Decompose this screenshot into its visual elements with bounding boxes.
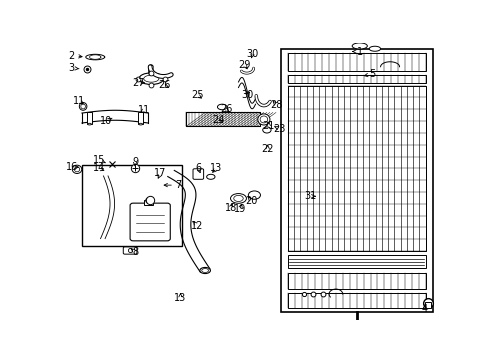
Ellipse shape bbox=[257, 114, 269, 125]
Text: 13: 13 bbox=[210, 163, 222, 174]
Text: 5: 5 bbox=[368, 69, 374, 79]
Text: 15: 15 bbox=[93, 155, 105, 165]
Text: 31: 31 bbox=[304, 191, 316, 201]
Text: 10: 10 bbox=[100, 116, 112, 126]
Ellipse shape bbox=[79, 103, 87, 110]
Ellipse shape bbox=[202, 269, 208, 273]
Bar bbox=[87, 112, 92, 123]
Text: 18: 18 bbox=[224, 203, 237, 213]
Text: 26: 26 bbox=[158, 80, 170, 90]
Ellipse shape bbox=[87, 123, 91, 125]
Bar bbox=[287, 273, 425, 288]
Bar bbox=[287, 293, 425, 308]
Ellipse shape bbox=[217, 104, 226, 110]
Text: 8: 8 bbox=[132, 247, 138, 257]
Text: 26: 26 bbox=[219, 104, 232, 114]
Text: 30: 30 bbox=[246, 49, 258, 59]
Text: 11: 11 bbox=[73, 96, 85, 106]
Text: 19: 19 bbox=[233, 204, 245, 214]
Bar bbox=[82, 165, 182, 246]
Bar bbox=[287, 53, 425, 71]
Text: 29: 29 bbox=[238, 60, 251, 70]
Text: 7: 7 bbox=[175, 180, 182, 190]
Ellipse shape bbox=[81, 104, 85, 109]
Bar bbox=[287, 86, 425, 251]
Bar bbox=[186, 112, 260, 126]
Text: 23: 23 bbox=[272, 123, 285, 134]
Ellipse shape bbox=[233, 195, 243, 202]
Text: 13: 13 bbox=[174, 293, 186, 303]
Text: 16: 16 bbox=[66, 162, 79, 172]
Text: 21: 21 bbox=[262, 121, 274, 131]
Bar bbox=[138, 112, 142, 123]
FancyBboxPatch shape bbox=[123, 247, 137, 254]
Ellipse shape bbox=[72, 165, 81, 174]
Ellipse shape bbox=[139, 73, 163, 85]
Ellipse shape bbox=[230, 194, 246, 203]
Bar bbox=[143, 200, 153, 205]
Ellipse shape bbox=[351, 43, 366, 49]
Ellipse shape bbox=[260, 116, 267, 123]
FancyBboxPatch shape bbox=[193, 169, 203, 179]
Text: 4: 4 bbox=[421, 304, 427, 314]
Text: 3: 3 bbox=[68, 63, 75, 73]
Ellipse shape bbox=[200, 267, 210, 274]
Ellipse shape bbox=[139, 123, 142, 125]
Ellipse shape bbox=[248, 191, 260, 199]
Bar bbox=[186, 112, 260, 126]
Text: 17: 17 bbox=[154, 168, 166, 179]
Text: 24: 24 bbox=[212, 115, 224, 125]
FancyBboxPatch shape bbox=[130, 203, 170, 241]
Text: 22: 22 bbox=[261, 144, 273, 154]
Text: 1: 1 bbox=[357, 46, 363, 57]
Ellipse shape bbox=[368, 46, 380, 51]
Ellipse shape bbox=[262, 127, 270, 133]
Ellipse shape bbox=[74, 167, 80, 172]
Text: 28: 28 bbox=[270, 100, 282, 110]
Text: 25: 25 bbox=[191, 90, 203, 100]
Bar bbox=[287, 75, 425, 84]
Text: 9: 9 bbox=[132, 157, 138, 167]
Bar bbox=[280, 49, 432, 312]
Ellipse shape bbox=[143, 75, 159, 82]
Ellipse shape bbox=[206, 174, 215, 179]
Text: 14: 14 bbox=[93, 163, 105, 174]
Text: 6: 6 bbox=[195, 163, 201, 174]
Bar bbox=[287, 255, 425, 268]
Text: 20: 20 bbox=[244, 195, 257, 206]
Text: 11: 11 bbox=[138, 105, 150, 115]
Text: 12: 12 bbox=[190, 221, 203, 231]
Text: 30: 30 bbox=[241, 90, 253, 100]
Text: 2: 2 bbox=[68, 51, 75, 61]
Text: 27: 27 bbox=[132, 77, 145, 87]
